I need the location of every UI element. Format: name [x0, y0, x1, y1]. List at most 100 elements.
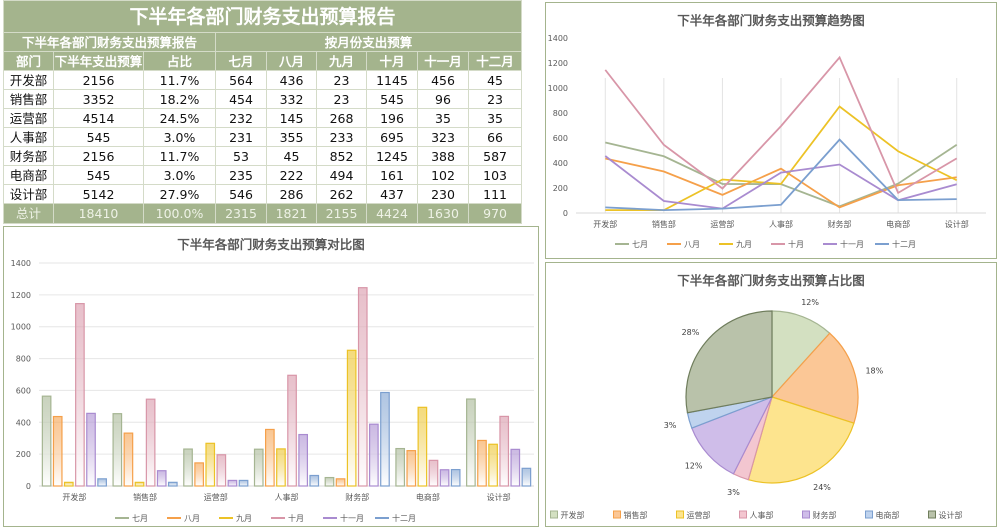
table-cell[interactable]: 4514	[53, 108, 144, 128]
x-tick-label: 财务部	[828, 219, 852, 229]
table-row: 销售部 3352 18.2% 454 332 23 545 96 23	[3, 89, 523, 109]
y-tick-label: 400	[16, 418, 31, 427]
pie-data-label: 18%	[865, 366, 883, 375]
total-cell[interactable]: 100.0%	[143, 203, 216, 224]
table-cell[interactable]: 286	[266, 184, 317, 204]
table-cell[interactable]: 35	[467, 108, 523, 128]
table-row: 开发部 2156 11.7% 564 436 23 1145 456 45	[3, 70, 523, 90]
table-cell[interactable]: 3.0%	[143, 127, 216, 147]
table-cell[interactable]: 电商部	[3, 165, 54, 185]
table-cell[interactable]: 11.7%	[143, 70, 216, 90]
table-cell[interactable]: 45	[467, 70, 523, 90]
table-cell[interactable]: 3352	[53, 89, 144, 109]
table-cell[interactable]: 1145	[366, 70, 418, 90]
table-cell[interactable]: 111	[467, 184, 523, 204]
bar-十一月	[298, 433, 308, 487]
table-cell[interactable]: 18.2%	[143, 89, 216, 109]
table-cell[interactable]: 355	[266, 127, 317, 147]
total-cell[interactable]: 970	[467, 203, 523, 224]
table-cell[interactable]: 23	[316, 89, 367, 109]
x-tick-label: 运营部	[204, 492, 228, 502]
table-cell[interactable]: 235	[215, 165, 267, 185]
table-cell[interactable]: 开发部	[3, 70, 54, 90]
total-cell[interactable]: 1630	[417, 203, 469, 224]
table-cell[interactable]: 23	[467, 89, 523, 109]
table-cell[interactable]: 2156	[53, 146, 144, 166]
table-cell[interactable]: 230	[417, 184, 469, 204]
table-cell[interactable]: 161	[366, 165, 418, 185]
table-cell[interactable]: 222	[266, 165, 317, 185]
table-cell[interactable]: 1245	[366, 146, 418, 166]
table-cell[interactable]: 102	[417, 165, 469, 185]
table-cell[interactable]: 196	[366, 108, 418, 128]
table-cell[interactable]: 设计部	[3, 184, 54, 204]
bar-十二月	[309, 474, 320, 487]
bar-十月	[216, 454, 227, 487]
table-cell[interactable]: 332	[266, 89, 317, 109]
bar-八月	[194, 462, 204, 487]
total-cell[interactable]: 4424	[366, 203, 418, 224]
table-cell[interactable]: 103	[467, 165, 523, 185]
bar-十一月	[510, 448, 521, 487]
table-cell[interactable]: 27.9%	[143, 184, 216, 204]
legend-label: 电商部	[876, 510, 900, 520]
table-cell[interactable]: 5142	[53, 184, 144, 204]
table-cell[interactable]: 233	[316, 127, 367, 147]
table-cell[interactable]: 695	[366, 127, 418, 147]
table-cell[interactable]: 3.0%	[143, 165, 216, 185]
total-cell[interactable]: 18410	[53, 203, 144, 224]
table-cell[interactable]: 564	[215, 70, 267, 90]
share-chart-panel[interactable]: 下半年各部门财务支出预算占比图 12% 18% 24% 3% 12% 3% 28% 开发部 销售…	[545, 262, 997, 527]
table-cell[interactable]: 145	[266, 108, 317, 128]
trend-chart-panel[interactable]: 下半年各部门财务支出预算趋势图 0 200 400 600 800 1000 1200 140…	[545, 2, 997, 259]
table-cell[interactable]: 852	[316, 146, 367, 166]
y-tick-label: 1000	[11, 323, 31, 332]
table-cell[interactable]: 437	[366, 184, 418, 204]
table-cell[interactable]: 232	[215, 108, 267, 128]
legend-swatch	[676, 510, 684, 519]
table-cell[interactable]: 494	[316, 165, 367, 185]
table-cell[interactable]: 11.7%	[143, 146, 216, 166]
column-header: 七月	[215, 51, 267, 71]
table-cell[interactable]: 546	[215, 184, 267, 204]
table-cell[interactable]: 545	[53, 127, 144, 147]
table-cell[interactable]: 23	[316, 70, 367, 90]
table-cell[interactable]: 人事部	[3, 127, 54, 147]
total-cell[interactable]: 总计	[3, 203, 54, 224]
bar-十二月	[167, 481, 178, 487]
x-tick-label: 电商部	[416, 492, 440, 502]
table-cell[interactable]: 268	[316, 108, 367, 128]
table-cell[interactable]: 454	[215, 89, 267, 109]
bar-九月	[134, 481, 145, 487]
bar-十一月	[86, 412, 96, 487]
table-cell[interactable]: 323	[417, 127, 469, 147]
bar-十二月	[97, 478, 107, 487]
total-cell[interactable]: 2155	[316, 203, 367, 224]
table-cell[interactable]: 2156	[53, 70, 144, 90]
share-chart: 12% 18% 24% 3% 12% 3% 28% 开发部 销售部 运营部 人事部 财务部 电商部 设计部	[550, 298, 963, 520]
table-cell[interactable]: 436	[266, 70, 317, 90]
table-cell[interactable]: 66	[467, 127, 523, 147]
total-cell[interactable]: 1821	[266, 203, 317, 224]
table-cell[interactable]: 96	[417, 89, 469, 109]
table-cell[interactable]: 587	[467, 146, 523, 166]
table-cell[interactable]: 销售部	[3, 89, 54, 109]
table-cell[interactable]: 财务部	[3, 146, 54, 166]
table-cell[interactable]: 545	[366, 89, 418, 109]
table-cell[interactable]: 53	[215, 146, 267, 166]
bar-十二月	[450, 468, 461, 487]
y-tick-label: 600	[16, 386, 31, 395]
table-cell[interactable]: 35	[417, 108, 469, 128]
comparison-chart-panel[interactable]: 下半年各部门财务支出预算对比图 0 200 400 600 800 1000 1200 140…	[3, 226, 539, 527]
table-cell[interactable]: 388	[417, 146, 469, 166]
legend-swatch	[550, 510, 558, 519]
table-cell[interactable]: 45	[266, 146, 317, 166]
table-cell[interactable]: 262	[316, 184, 367, 204]
table-cell[interactable]: 456	[417, 70, 469, 90]
pie-slice-销售部	[770, 332, 859, 424]
table-cell[interactable]: 231	[215, 127, 267, 147]
table-cell[interactable]: 24.5%	[143, 108, 216, 128]
total-cell[interactable]: 2315	[215, 203, 267, 224]
table-cell[interactable]: 运营部	[3, 108, 54, 128]
table-cell[interactable]: 545	[53, 165, 144, 185]
